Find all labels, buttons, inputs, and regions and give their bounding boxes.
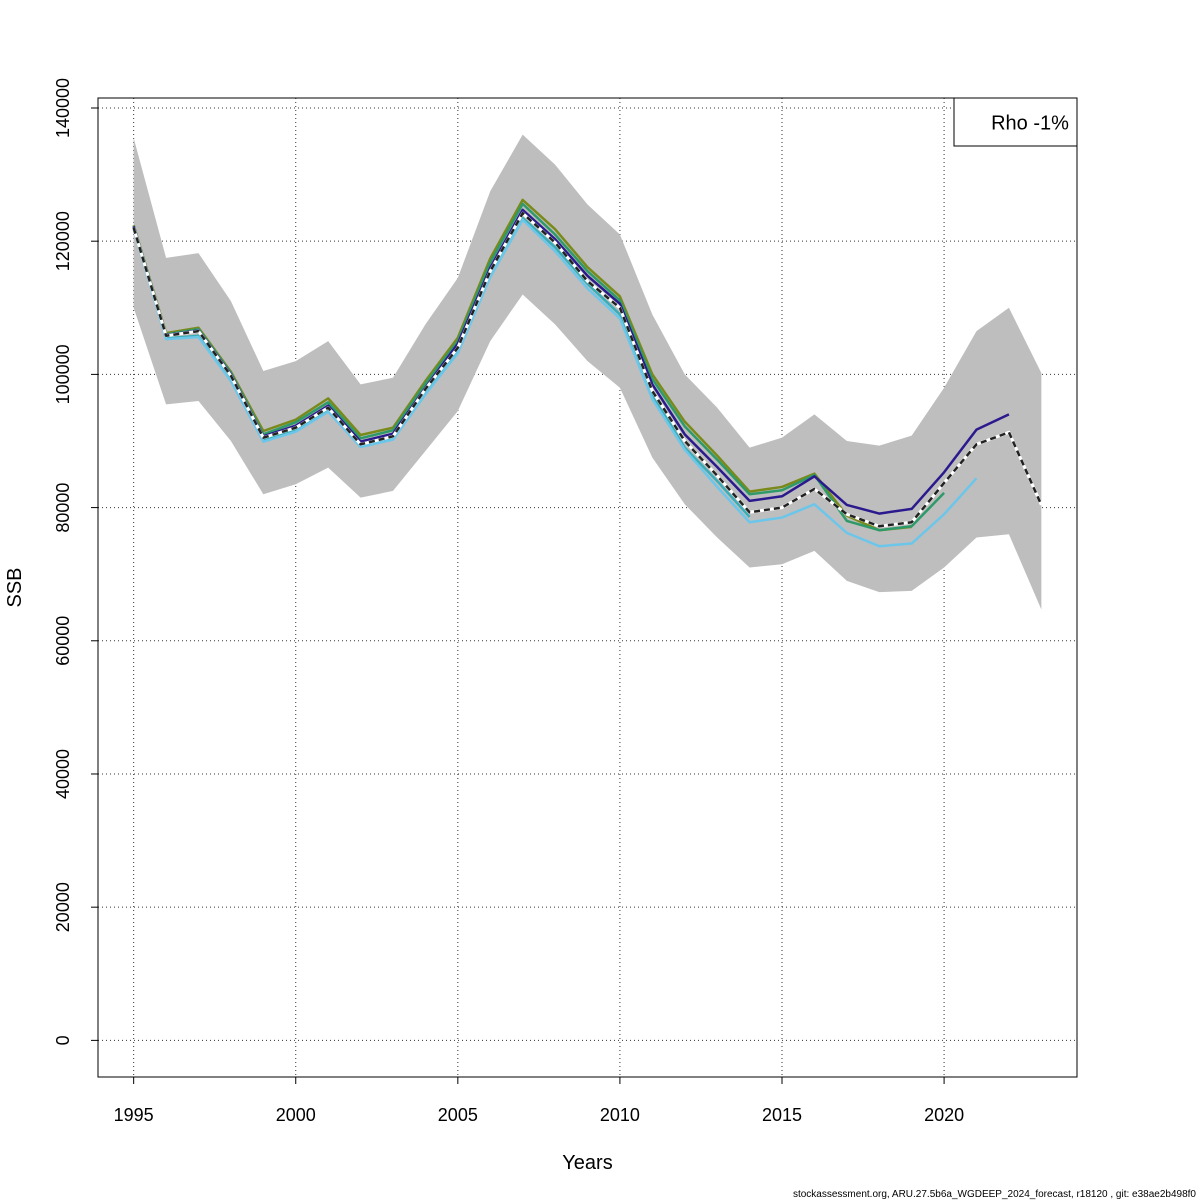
axes: 1995 2000 2005 2010 2015 2020 0 20000 40000 60000…: [53, 78, 964, 1125]
series-line-peel: [132, 218, 978, 548]
legend: Rho -1%: [953, 97, 1078, 147]
y-tick-label: 80000: [53, 483, 73, 533]
confidence-band-layer: [133, 134, 1042, 610]
y-tick-label: 120000: [53, 211, 73, 271]
y-axis-title: SSB: [4, 567, 26, 607]
legend-text: Rho -1%: [991, 113, 1069, 135]
y-tick-label: 0: [53, 1035, 73, 1045]
legend-box: [953, 97, 1078, 147]
series-line-estimate: [132, 211, 1043, 528]
x-tick-label: 2000: [276, 1105, 316, 1125]
x-axis-title: Years: [562, 1152, 612, 1174]
y-tick-label: 40000: [53, 749, 73, 799]
footer-credit: stockassessment.org, ARU.27.5b6a_WGDEEP_…: [793, 1189, 1196, 1200]
series-layer: [132, 198, 1043, 548]
x-tick-label: 2005: [438, 1105, 478, 1125]
series-line-peel: [132, 198, 912, 532]
y-tick-label: 60000: [53, 616, 73, 666]
x-tick-label: 2020: [924, 1105, 964, 1125]
x-tick-label: 1995: [114, 1105, 154, 1125]
x-tick-label: 2015: [762, 1105, 802, 1125]
series-line-peel: [132, 208, 1010, 515]
series-line-peel: [132, 202, 945, 532]
confidence-band: [133, 134, 1042, 610]
y-tick-label: 100000: [53, 344, 73, 404]
y-tick-label: 140000: [53, 78, 73, 138]
x-tick-label: 2010: [600, 1105, 640, 1125]
y-tick-label: 20000: [53, 882, 73, 932]
